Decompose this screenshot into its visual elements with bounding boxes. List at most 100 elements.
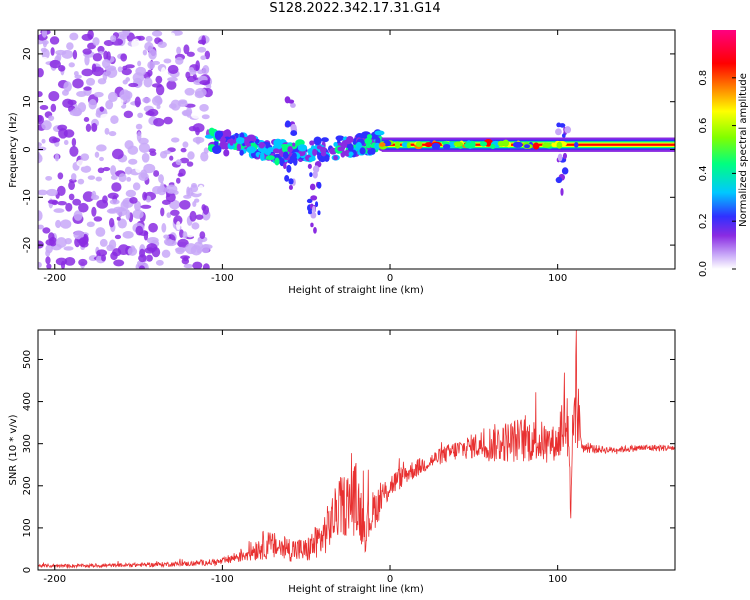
spectrogram-cell bbox=[143, 77, 153, 88]
spectrogram-cell bbox=[103, 50, 109, 61]
spectrogram-cell bbox=[134, 200, 142, 212]
spectrogram-cell bbox=[128, 158, 138, 165]
spectrogram-cell bbox=[379, 142, 386, 147]
spectrogram-feature-cell bbox=[292, 142, 296, 147]
spectrogram-cell bbox=[297, 144, 308, 152]
spectrogram-cell bbox=[69, 146, 79, 157]
spectrogram-cell bbox=[117, 31, 130, 38]
spectrogram-cell bbox=[145, 35, 153, 43]
spectrogram-cell bbox=[129, 197, 138, 204]
spectrogram-cell bbox=[57, 201, 67, 206]
spectrogram-cell bbox=[96, 144, 107, 152]
spectrogram-cell bbox=[274, 157, 280, 166]
spectrogram-cell bbox=[333, 155, 338, 161]
spectrogram-cell bbox=[111, 148, 124, 160]
spectrogram-cell bbox=[214, 131, 222, 141]
spectrogram-cell bbox=[125, 77, 131, 82]
spectrogram-cell bbox=[81, 68, 94, 77]
spectrogram-cell bbox=[66, 42, 74, 50]
spectrogram-x-tick-label: 100 bbox=[548, 273, 567, 284]
spectrogram-cell bbox=[200, 244, 210, 254]
snr-background bbox=[38, 330, 675, 570]
spectrogram-cell bbox=[142, 191, 148, 201]
spectrogram-cell bbox=[40, 47, 47, 53]
spectrogram-feature-cell bbox=[307, 210, 312, 215]
spectrogram-feature-cell bbox=[286, 164, 292, 173]
spectrogram-cell bbox=[118, 97, 124, 107]
spectrogram-cell bbox=[108, 239, 117, 250]
spectrogram-feature-cell bbox=[310, 222, 314, 228]
spectrogram-cell bbox=[114, 234, 122, 240]
spectrogram-cell bbox=[88, 98, 97, 110]
spectrogram-cell bbox=[97, 45, 105, 53]
spectrogram-cell bbox=[424, 142, 433, 148]
spectrogram-cell bbox=[176, 46, 182, 55]
spectrogram-cell bbox=[524, 144, 531, 149]
spectrogram-cell bbox=[431, 142, 441, 150]
spectrogram-cell bbox=[38, 210, 43, 222]
spectrogram-cell bbox=[69, 109, 82, 117]
spectrogram-cell bbox=[117, 66, 123, 73]
spectrogram-cell bbox=[177, 238, 189, 249]
spectrogram-cell bbox=[38, 68, 44, 78]
spectrogram-cell bbox=[87, 30, 94, 40]
spectrogram-cell bbox=[160, 207, 165, 217]
spectrogram-y-tick-label: 20 bbox=[22, 48, 33, 61]
spectrogram-cell bbox=[110, 165, 117, 176]
spectrogram-cell bbox=[85, 123, 92, 132]
spectrogram-cell bbox=[110, 35, 117, 43]
spectrogram-cell bbox=[179, 157, 190, 164]
spectrogram-cell bbox=[169, 199, 181, 210]
spectrogram-cell bbox=[49, 36, 60, 45]
spectrogram-feature-cell bbox=[557, 153, 563, 162]
spectrogram-cell bbox=[177, 100, 188, 107]
spectrogram-cell bbox=[264, 149, 272, 156]
spectrogram-cell bbox=[125, 261, 133, 269]
spectrogram-cell bbox=[58, 128, 68, 139]
spectrogram-cell bbox=[41, 40, 49, 45]
spectrogram-y-axis-title: Frequency (Hz) bbox=[8, 112, 19, 188]
spectrogram-cell bbox=[165, 192, 176, 203]
spectrogram-cell bbox=[272, 144, 282, 150]
spectrogram-cell bbox=[134, 96, 141, 108]
spectrogram-cell bbox=[99, 238, 108, 247]
spectrogram-x-tick-label: -100 bbox=[211, 273, 234, 284]
spectrogram-cell bbox=[138, 137, 149, 145]
spectrogram-cell bbox=[109, 199, 120, 205]
spectrogram-cell bbox=[87, 175, 96, 180]
spectrogram-cell bbox=[55, 257, 68, 266]
spectrogram-cell bbox=[77, 102, 87, 113]
spectrogram-cell bbox=[272, 148, 280, 154]
spectrogram-cell bbox=[313, 136, 322, 146]
spectrogram-feature-cell bbox=[306, 198, 313, 204]
spectrogram-cell bbox=[229, 138, 234, 146]
spectrogram-cell bbox=[163, 238, 173, 246]
spectrogram-feature-cell bbox=[290, 130, 298, 137]
snr-x-tick-label: -100 bbox=[211, 574, 234, 585]
spectrogram-cell bbox=[95, 227, 106, 237]
spectrogram-cell bbox=[347, 143, 354, 152]
spectrogram-feature-cell bbox=[311, 205, 316, 214]
spectrogram-cell bbox=[84, 54, 90, 66]
spectrogram-cell bbox=[104, 127, 110, 135]
spectrogram-cell bbox=[76, 159, 89, 167]
spectrogram-cell bbox=[102, 71, 108, 81]
colorbar-tick-label: 0.0 bbox=[698, 261, 709, 277]
spectrogram-cell bbox=[146, 243, 158, 252]
spectrogram-cell bbox=[258, 141, 266, 149]
spectrogram-cell bbox=[142, 97, 151, 104]
spectrogram-cell bbox=[91, 206, 97, 217]
spectrogram-cell bbox=[110, 115, 119, 124]
spectrogram-cell bbox=[236, 137, 245, 144]
spectrogram-cell bbox=[144, 41, 154, 51]
colorbar-gradient bbox=[712, 30, 736, 269]
spectrogram-x-tick-label: -200 bbox=[43, 273, 66, 284]
spectrogram-cell bbox=[406, 142, 411, 149]
spectrogram-cell bbox=[41, 138, 46, 144]
spectrogram-cell bbox=[57, 172, 64, 180]
spectrogram-heatmap bbox=[38, 30, 675, 269]
spectrogram-cell bbox=[49, 236, 57, 247]
spectrogram-cell bbox=[138, 265, 145, 269]
spectrogram-cell bbox=[143, 163, 156, 174]
